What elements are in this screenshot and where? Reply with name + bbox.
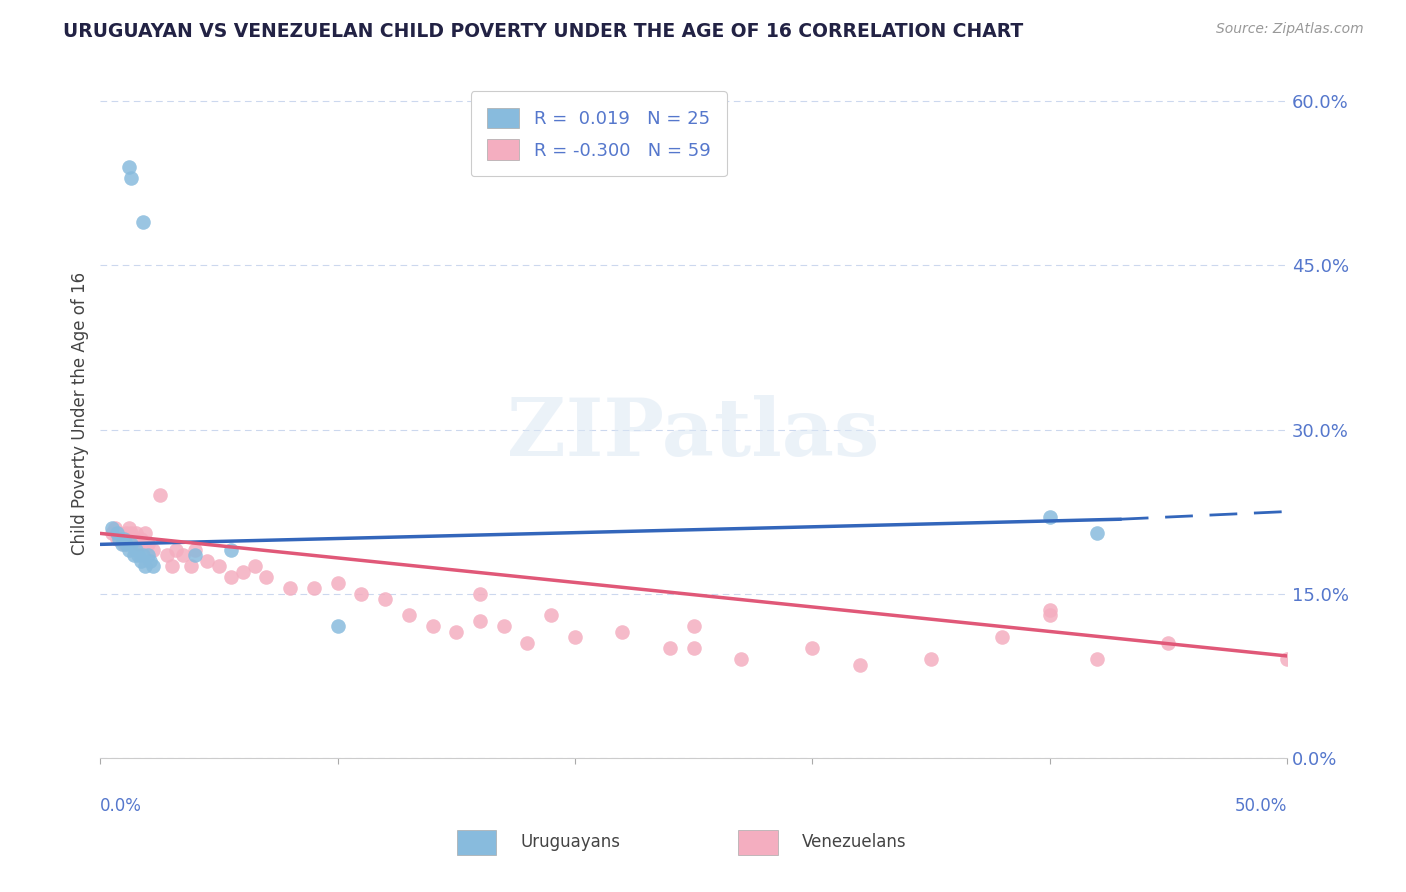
- Point: [120, 537, 142, 551]
- Point: [1085, 526, 1108, 541]
- Point: [136, 549, 159, 563]
- Point: [139, 554, 162, 568]
- Point: [118, 521, 141, 535]
- Point: [115, 526, 138, 541]
- Point: [492, 619, 515, 633]
- Point: [111, 537, 134, 551]
- Point: [127, 549, 149, 563]
- Point: [129, 532, 152, 546]
- Point: [446, 624, 468, 639]
- Legend: R =  0.019   N = 25, R = -0.300   N = 59: R = 0.019 N = 25, R = -0.300 N = 59: [471, 91, 727, 177]
- Point: [105, 526, 128, 541]
- Y-axis label: Child Poverty Under the Age of 16: Child Poverty Under the Age of 16: [72, 271, 89, 555]
- Point: [1085, 652, 1108, 666]
- Point: [132, 549, 155, 563]
- Point: [219, 570, 242, 584]
- Point: [398, 608, 420, 623]
- Point: [468, 586, 491, 600]
- Point: [127, 537, 149, 551]
- Point: [302, 581, 325, 595]
- Point: [142, 559, 165, 574]
- Point: [991, 631, 1014, 645]
- Point: [682, 641, 704, 656]
- Point: [149, 488, 172, 502]
- Point: [112, 532, 135, 546]
- Point: [120, 170, 142, 185]
- Point: [125, 542, 148, 557]
- Text: Venezuelans: Venezuelans: [801, 833, 905, 851]
- Point: [118, 160, 141, 174]
- Point: [219, 542, 242, 557]
- Point: [326, 619, 349, 633]
- Point: [195, 554, 218, 568]
- Point: [730, 652, 752, 666]
- Point: [125, 526, 148, 541]
- Point: [136, 537, 159, 551]
- Point: [516, 636, 538, 650]
- Point: [112, 537, 135, 551]
- Text: Source: ZipAtlas.com: Source: ZipAtlas.com: [1216, 22, 1364, 37]
- Point: [118, 542, 141, 557]
- Point: [142, 542, 165, 557]
- Point: [1038, 510, 1060, 524]
- Point: [1038, 608, 1060, 623]
- Text: URUGUAYAN VS VENEZUELAN CHILD POVERTY UNDER THE AGE OF 16 CORRELATION CHART: URUGUAYAN VS VENEZUELAN CHILD POVERTY UN…: [63, 22, 1024, 41]
- Point: [156, 549, 179, 563]
- Point: [122, 549, 145, 563]
- Point: [468, 614, 491, 628]
- Point: [132, 215, 155, 229]
- Point: [115, 537, 138, 551]
- Point: [208, 559, 231, 574]
- Point: [278, 581, 301, 595]
- Point: [180, 559, 202, 574]
- Point: [160, 559, 183, 574]
- Point: [108, 532, 131, 546]
- Point: [101, 526, 124, 541]
- Point: [101, 521, 124, 535]
- Point: [103, 521, 125, 535]
- Point: [350, 586, 373, 600]
- Point: [682, 619, 704, 633]
- Point: [172, 549, 194, 563]
- Point: [1157, 636, 1180, 650]
- Text: 50.0%: 50.0%: [1234, 797, 1286, 814]
- Point: [920, 652, 942, 666]
- Point: [108, 526, 131, 541]
- Point: [184, 542, 207, 557]
- Point: [134, 526, 156, 541]
- Point: [232, 565, 254, 579]
- Point: [374, 592, 396, 607]
- Text: 0.0%: 0.0%: [100, 797, 142, 814]
- Point: [184, 549, 207, 563]
- Point: [134, 559, 156, 574]
- Text: ZIPatlas: ZIPatlas: [508, 395, 880, 473]
- Point: [120, 526, 142, 541]
- Point: [540, 608, 562, 623]
- Point: [801, 641, 824, 656]
- Point: [326, 575, 349, 590]
- Point: [612, 624, 634, 639]
- Point: [132, 537, 155, 551]
- Point: [165, 542, 187, 557]
- Point: [111, 532, 134, 546]
- Point: [122, 532, 145, 546]
- Point: [243, 559, 266, 574]
- Text: Uruguayans: Uruguayans: [520, 833, 620, 851]
- Point: [129, 554, 152, 568]
- Point: [848, 657, 870, 672]
- Point: [1038, 603, 1060, 617]
- Point: [105, 532, 128, 546]
- Point: [422, 619, 444, 633]
- Point: [564, 631, 586, 645]
- Point: [256, 570, 278, 584]
- Point: [658, 641, 681, 656]
- Point: [1275, 652, 1298, 666]
